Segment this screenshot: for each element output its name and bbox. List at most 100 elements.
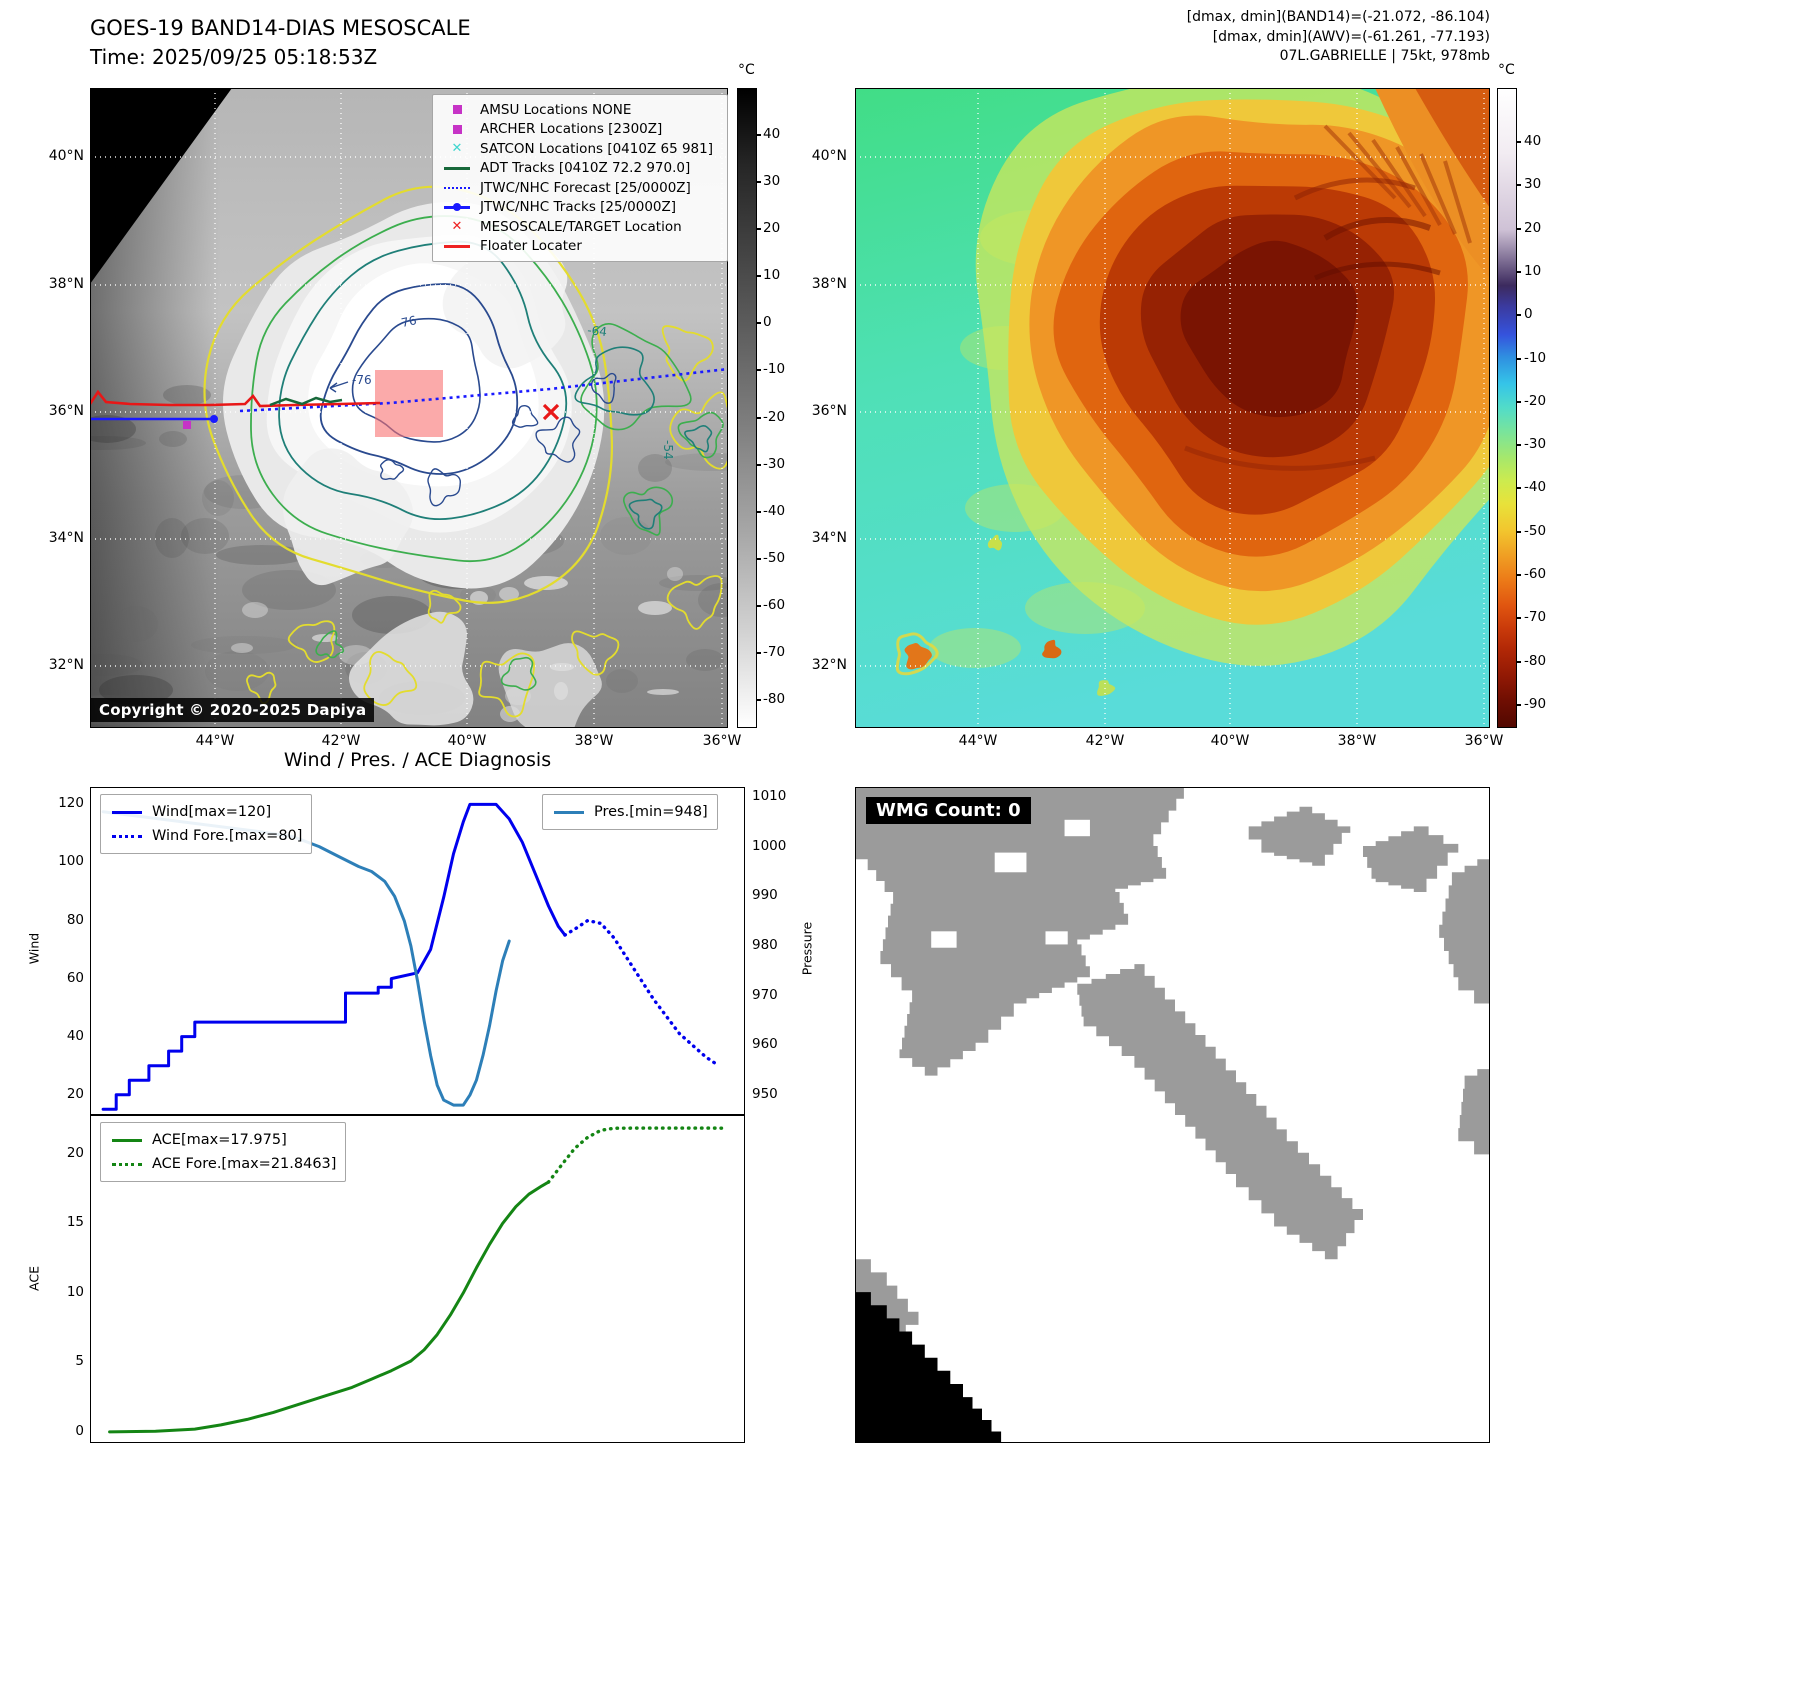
line-icon: [110, 810, 144, 814]
awv-lat-tick: 34°N: [811, 530, 847, 546]
ace-ytick: 20: [66, 1144, 84, 1161]
ace-axis-label: ACE: [26, 1266, 42, 1291]
band14-lon-tick: 40°W: [447, 733, 487, 749]
chart-legend-label: Pres.[min=948]: [594, 804, 708, 820]
band14-lat-tick: 32°N: [48, 657, 84, 673]
colorbar-tick-mark: [757, 604, 761, 607]
legend-item: JTWC/NHC Tracks [25/0000Z]: [442, 198, 718, 218]
band14-lat-tick: 40°N: [48, 148, 84, 164]
band14-colorbar-tick: 20: [763, 220, 781, 237]
band14-colorbar-tick: -30: [763, 455, 786, 472]
band14-colorbar-tick: -80: [763, 691, 786, 707]
wind-ytick: 40: [66, 1027, 84, 1044]
awv-lat-tick: 38°N: [811, 276, 847, 292]
awv-satellite-image: [855, 88, 1490, 728]
band14-colorbar-tick: -40: [763, 502, 786, 519]
dotted-line-icon: [110, 834, 144, 838]
legend-item-label: AMSU Locations NONE: [480, 101, 632, 118]
awv-colorbar-tick: -10: [1524, 349, 1547, 366]
wind-axis-label: Wind: [26, 932, 42, 965]
awv-colorbar-tick: 0: [1524, 306, 1533, 323]
band14-subtitle: Time: 2025/09/25 05:18:53Z: [90, 45, 378, 69]
chart-legend: ACE[max=17.975] ACE Fore.[max=21.8463]: [100, 1122, 347, 1182]
pressure-ytick: 970: [752, 986, 778, 1003]
band14-lat-tick: 34°N: [48, 530, 84, 546]
colorbar-tick-mark: [757, 369, 761, 372]
band14-map-legend: AMSU Locations NONE ARCHER Locations [230…: [432, 94, 728, 262]
dmax-dmin-band14: [dmax, dmin](BAND14)=(-21.072, -86.104): [1186, 9, 1490, 25]
pressure-ytick: 950: [752, 1086, 778, 1103]
awv-lon-tick: 36°W: [1464, 733, 1504, 749]
band14-colorbar-tick: -10: [763, 361, 786, 378]
legend-item-label: ADT Tracks [0410Z 72.2 970.0]: [480, 160, 691, 177]
wmg-count-label: WMG Count: 0: [866, 797, 1031, 824]
contour-label: -76: [352, 373, 372, 387]
awv-colorbar-unit: °C: [1498, 62, 1515, 78]
awv-colorbar-tick: -80: [1524, 652, 1547, 669]
dotted-line-icon: [110, 1162, 144, 1166]
contour-label: -64: [587, 323, 608, 339]
awv-lat-tick: 40°N: [811, 148, 847, 164]
colorbar-tick-mark: [1517, 660, 1521, 663]
awv-colorbar-tick: 10: [1524, 262, 1542, 279]
awv-colorbar: [1497, 88, 1517, 728]
contour-label: -54: [661, 440, 675, 460]
chart-legend-label: ACE[max=17.975]: [152, 1132, 287, 1148]
wind-ytick: 60: [66, 969, 84, 986]
pressure-ytick: 960: [752, 1036, 778, 1053]
line-dot-icon: [442, 203, 472, 211]
colorbar-tick-mark: [1517, 487, 1521, 490]
colorbar-tick-mark: [1517, 314, 1521, 317]
colorbar-tick-mark: [1517, 270, 1521, 273]
chart-legend-label: Wind Fore.[max=80]: [152, 828, 303, 844]
legend-item: ADT Tracks [0410Z 72.2 970.0]: [442, 159, 718, 179]
colorbar-tick-mark: [1517, 530, 1521, 533]
legend-item: JTWC/NHC Forecast [25/0000Z]: [442, 178, 718, 198]
x-marker-icon: ✕: [451, 219, 463, 235]
band14-colorbar-tick: 40: [763, 126, 781, 142]
ace-ytick: 0: [75, 1422, 84, 1439]
awv-colorbar-tick: -20: [1524, 392, 1547, 409]
storm-id-intensity: 07L.GABRIELLE | 75kt, 978mb: [1279, 48, 1490, 64]
chart-legend-item: Wind Fore.[max=80]: [110, 824, 302, 848]
awv-colorbar-tick: -70: [1524, 609, 1547, 626]
band14-lon-tick: 38°W: [574, 733, 614, 749]
diagnosis-title: Wind / Pres. / ACE Diagnosis: [283, 749, 552, 771]
legend-item-label: ARCHER Locations [2300Z]: [480, 121, 663, 138]
colorbar-tick-mark: [1517, 227, 1521, 230]
legend-item: ✕ SATCON Locations [0410Z 65 981]: [442, 139, 718, 159]
legend-item: ✕ MESOSCALE/TARGET Location: [442, 217, 718, 237]
colorbar-tick-mark: [757, 228, 761, 231]
awv-lon-tick: 42°W: [1085, 733, 1125, 749]
colorbar-tick-mark: [757, 322, 761, 325]
band14-colorbar-tick: -60: [763, 596, 786, 613]
ace-ytick: 5: [75, 1353, 84, 1370]
pressure-ytick: 1000: [752, 837, 787, 854]
chart-legend-label: Wind[max=120]: [152, 804, 272, 820]
awv-lon-tick: 44°W: [958, 733, 998, 749]
awv-colorbar-tick: -60: [1524, 566, 1547, 583]
legend-item-label: JTWC/NHC Tracks [25/0000Z]: [480, 199, 677, 216]
colorbar-tick-mark: [757, 557, 761, 560]
band14-colorbar-tick: -70: [763, 643, 786, 660]
wind-ytick: 20: [66, 1085, 84, 1102]
ace-ytick: 10: [66, 1283, 84, 1300]
ace-ytick: 15: [66, 1214, 84, 1231]
awv-colorbar-tick: -90: [1524, 696, 1547, 712]
legend-item-label: JTWC/NHC Forecast [25/0000Z]: [480, 179, 691, 196]
chart-legend-item: Pres.[min=948]: [552, 800, 708, 824]
colorbar-tick-mark: [1517, 184, 1521, 187]
colorbar-tick-mark: [757, 181, 761, 184]
dotted-line-icon: [442, 186, 472, 189]
colorbar-tick-mark: [757, 416, 761, 419]
legend-item: Floater Locater: [442, 237, 718, 257]
band14-colorbar-unit: °C: [738, 62, 755, 78]
band14-colorbar-tick: 10: [763, 267, 781, 284]
legend-item: AMSU Locations NONE: [442, 100, 718, 120]
wind-ytick: 100: [58, 853, 84, 870]
legend-item-label: SATCON Locations [0410Z 65 981]: [480, 140, 713, 157]
awv-lon-tick: 40°W: [1210, 733, 1250, 749]
awv-colorbar-tick: -40: [1524, 479, 1547, 496]
colorbar-tick-mark: [757, 275, 761, 278]
